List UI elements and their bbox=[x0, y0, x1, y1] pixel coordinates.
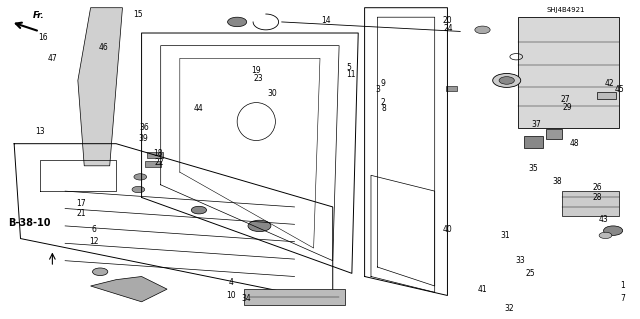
Text: 34: 34 bbox=[242, 294, 252, 303]
Text: 26: 26 bbox=[593, 183, 602, 192]
Text: 21: 21 bbox=[76, 209, 86, 218]
Text: 8: 8 bbox=[381, 104, 386, 113]
Text: 18: 18 bbox=[153, 149, 163, 158]
Text: 48: 48 bbox=[570, 139, 580, 148]
Bar bbox=[597, 93, 616, 100]
Text: 3: 3 bbox=[375, 85, 380, 94]
Text: 45: 45 bbox=[614, 85, 625, 94]
Text: 47: 47 bbox=[47, 54, 57, 63]
Bar bbox=[145, 161, 161, 167]
Polygon shape bbox=[78, 8, 122, 166]
Text: 16: 16 bbox=[38, 33, 47, 42]
Text: 32: 32 bbox=[504, 304, 514, 313]
Circle shape bbox=[134, 174, 147, 180]
Circle shape bbox=[493, 73, 521, 87]
Polygon shape bbox=[518, 17, 620, 128]
Text: 15: 15 bbox=[134, 10, 143, 19]
Text: 30: 30 bbox=[268, 89, 277, 98]
Text: 24: 24 bbox=[444, 24, 454, 33]
Text: 14: 14 bbox=[321, 16, 331, 25]
Text: 36: 36 bbox=[140, 123, 150, 132]
Text: 2: 2 bbox=[380, 98, 385, 107]
Text: 12: 12 bbox=[89, 237, 99, 246]
Text: 27: 27 bbox=[561, 95, 570, 104]
Circle shape bbox=[228, 17, 246, 27]
Bar bbox=[445, 85, 457, 91]
Text: 33: 33 bbox=[516, 256, 525, 265]
Circle shape bbox=[475, 26, 490, 33]
Text: 23: 23 bbox=[253, 74, 263, 83]
Text: 11: 11 bbox=[346, 70, 355, 78]
Text: 42: 42 bbox=[605, 79, 615, 88]
Text: 46: 46 bbox=[99, 43, 108, 52]
Text: 19: 19 bbox=[252, 66, 261, 76]
Text: 35: 35 bbox=[529, 165, 538, 174]
Text: Fr.: Fr. bbox=[33, 11, 45, 20]
Circle shape bbox=[191, 206, 207, 214]
Text: SHJ4B4921: SHJ4B4921 bbox=[546, 7, 585, 13]
Bar bbox=[546, 130, 562, 139]
Text: 28: 28 bbox=[593, 193, 602, 202]
Text: B-38-10: B-38-10 bbox=[8, 218, 51, 228]
Circle shape bbox=[604, 226, 623, 235]
Text: 39: 39 bbox=[138, 134, 148, 144]
Text: 4: 4 bbox=[228, 278, 233, 287]
Text: 22: 22 bbox=[155, 158, 164, 167]
Bar bbox=[147, 152, 163, 158]
Text: 5: 5 bbox=[346, 63, 351, 72]
Text: 9: 9 bbox=[380, 79, 385, 88]
Circle shape bbox=[132, 186, 145, 193]
Text: 25: 25 bbox=[525, 269, 535, 278]
Text: 38: 38 bbox=[553, 177, 563, 186]
Text: 7: 7 bbox=[620, 294, 625, 303]
Text: 29: 29 bbox=[563, 103, 572, 112]
Circle shape bbox=[248, 220, 271, 232]
Text: 40: 40 bbox=[443, 225, 452, 234]
Text: 41: 41 bbox=[477, 285, 487, 294]
Circle shape bbox=[93, 268, 108, 276]
Bar bbox=[524, 136, 543, 148]
Text: 13: 13 bbox=[35, 127, 44, 136]
Polygon shape bbox=[91, 277, 167, 302]
Text: 31: 31 bbox=[500, 231, 509, 240]
Bar bbox=[562, 191, 620, 216]
Text: 17: 17 bbox=[76, 199, 86, 208]
Text: 37: 37 bbox=[532, 120, 541, 129]
Text: 43: 43 bbox=[598, 215, 609, 224]
Text: 1: 1 bbox=[620, 281, 625, 291]
Text: 10: 10 bbox=[226, 291, 236, 300]
Text: 6: 6 bbox=[92, 225, 96, 234]
Text: 44: 44 bbox=[194, 104, 204, 113]
Circle shape bbox=[599, 232, 612, 239]
Text: 20: 20 bbox=[443, 16, 452, 25]
Circle shape bbox=[499, 77, 515, 84]
Polygon shape bbox=[244, 289, 346, 305]
